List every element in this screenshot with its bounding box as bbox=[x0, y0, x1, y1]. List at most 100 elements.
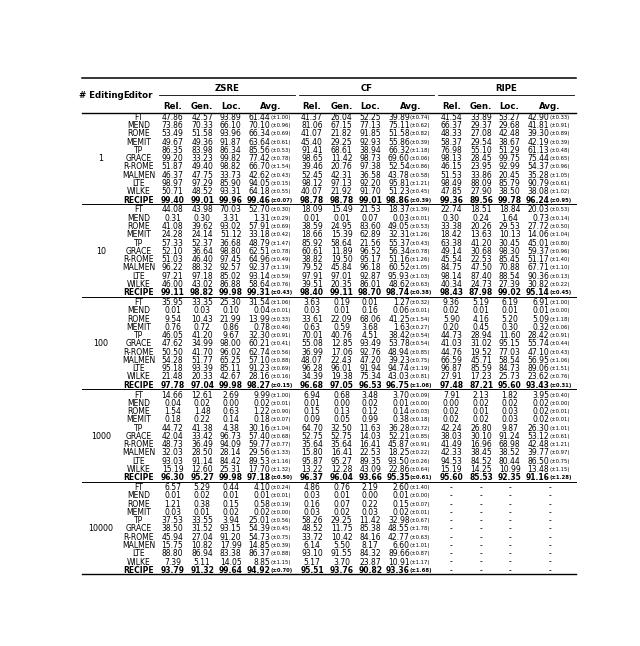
Text: Loc.: Loc. bbox=[500, 102, 520, 111]
Text: 38.52: 38.52 bbox=[499, 448, 520, 457]
Text: (±0.58): (±0.58) bbox=[410, 172, 430, 178]
Text: (±0.45): (±0.45) bbox=[410, 189, 430, 194]
Text: (±0.88): (±0.88) bbox=[270, 551, 291, 556]
Text: 52.54: 52.54 bbox=[388, 163, 410, 171]
Text: 0.30: 0.30 bbox=[194, 214, 211, 223]
Text: 85.59: 85.59 bbox=[470, 364, 492, 373]
Text: FT: FT bbox=[134, 483, 143, 492]
Text: (±0.91): (±0.91) bbox=[549, 123, 570, 128]
Text: (±1.40): (±1.40) bbox=[549, 257, 570, 262]
Text: (±0.16): (±0.16) bbox=[270, 375, 291, 379]
Text: Editor: Editor bbox=[124, 91, 153, 100]
Text: 52.75: 52.75 bbox=[331, 432, 353, 441]
Text: 3.95: 3.95 bbox=[532, 391, 549, 400]
Text: 31.54: 31.54 bbox=[248, 298, 270, 307]
Text: 52.10: 52.10 bbox=[162, 247, 183, 256]
Text: FT: FT bbox=[134, 391, 143, 400]
Text: 46.15: 46.15 bbox=[440, 163, 462, 171]
Text: (±0.49): (±0.49) bbox=[270, 257, 291, 262]
Text: 0.02: 0.02 bbox=[253, 508, 270, 517]
Text: 97.04: 97.04 bbox=[190, 380, 214, 390]
Text: 18.09: 18.09 bbox=[301, 205, 323, 214]
Text: 46.37: 46.37 bbox=[161, 171, 184, 180]
Text: 93.39: 93.39 bbox=[191, 364, 213, 373]
Text: 38.03: 38.03 bbox=[440, 432, 462, 441]
Text: 32.50: 32.50 bbox=[331, 424, 353, 433]
Text: 23.87: 23.87 bbox=[359, 557, 381, 567]
Text: (±0.75): (±0.75) bbox=[270, 535, 291, 539]
Text: (±1.04): (±1.04) bbox=[549, 232, 570, 237]
Text: 84.73: 84.73 bbox=[499, 364, 520, 373]
Text: 0.01: 0.01 bbox=[222, 492, 239, 501]
Text: 87.98: 87.98 bbox=[469, 288, 493, 297]
Text: 10.91: 10.91 bbox=[388, 557, 410, 567]
Text: 91.23: 91.23 bbox=[249, 364, 270, 373]
Text: -: - bbox=[548, 508, 551, 517]
Text: 47.86: 47.86 bbox=[162, 113, 184, 122]
Text: 0.02: 0.02 bbox=[532, 407, 549, 416]
Text: 66.34: 66.34 bbox=[248, 129, 270, 138]
Text: (±1.19): (±1.19) bbox=[270, 266, 291, 270]
Text: 0.05: 0.05 bbox=[333, 415, 350, 424]
Text: R-ROME: R-ROME bbox=[124, 533, 154, 542]
Text: 32.30: 32.30 bbox=[248, 331, 270, 340]
Text: 1000: 1000 bbox=[91, 432, 111, 441]
Text: -: - bbox=[508, 541, 511, 550]
Text: 95.81: 95.81 bbox=[388, 179, 410, 188]
Text: 41.70: 41.70 bbox=[191, 348, 213, 357]
Text: 48.33: 48.33 bbox=[440, 129, 462, 138]
Text: 38.94: 38.94 bbox=[359, 146, 381, 155]
Text: (±0.53): (±0.53) bbox=[410, 224, 430, 229]
Text: 0.59: 0.59 bbox=[333, 323, 350, 332]
Text: 42.33: 42.33 bbox=[440, 448, 462, 457]
Text: 41.37: 41.37 bbox=[301, 113, 323, 122]
Text: (±0.18): (±0.18) bbox=[410, 417, 430, 422]
Text: 24.73: 24.73 bbox=[470, 280, 492, 289]
Text: ROME: ROME bbox=[127, 407, 150, 416]
Text: 86.37: 86.37 bbox=[248, 549, 270, 558]
Text: 15.19: 15.19 bbox=[440, 465, 462, 474]
Text: 42.24: 42.24 bbox=[440, 424, 462, 433]
Text: -: - bbox=[450, 499, 452, 508]
Text: 93.66: 93.66 bbox=[358, 474, 382, 483]
Text: -: - bbox=[508, 533, 511, 542]
Text: 97.18: 97.18 bbox=[246, 474, 270, 483]
Text: 81.06: 81.06 bbox=[301, 121, 323, 130]
Text: 3.68: 3.68 bbox=[362, 323, 379, 332]
Text: (±0.67): (±0.67) bbox=[410, 518, 430, 523]
Text: 66.59: 66.59 bbox=[440, 356, 462, 365]
Text: -: - bbox=[548, 525, 551, 534]
Text: 13.63: 13.63 bbox=[470, 230, 492, 239]
Text: -: - bbox=[548, 541, 551, 550]
Text: -: - bbox=[480, 549, 483, 558]
Text: 26.30: 26.30 bbox=[527, 424, 549, 433]
Text: -: - bbox=[480, 508, 483, 517]
Text: 59.37: 59.37 bbox=[527, 247, 549, 256]
Text: 0.44: 0.44 bbox=[222, 483, 239, 492]
Text: 33.86: 33.86 bbox=[470, 171, 492, 180]
Text: 99.98: 99.98 bbox=[219, 474, 243, 483]
Text: 0.15: 0.15 bbox=[303, 407, 321, 416]
Text: 0.01: 0.01 bbox=[333, 306, 350, 315]
Text: -: - bbox=[548, 492, 551, 501]
Text: TP: TP bbox=[134, 146, 143, 155]
Text: (±0.54): (±0.54) bbox=[410, 333, 430, 338]
Text: 47.62: 47.62 bbox=[162, 339, 184, 348]
Text: 39.62: 39.62 bbox=[191, 222, 213, 231]
Text: 54.39: 54.39 bbox=[248, 525, 270, 534]
Text: TP: TP bbox=[134, 238, 143, 247]
Text: 41.08: 41.08 bbox=[162, 222, 183, 231]
Text: 67.15: 67.15 bbox=[331, 121, 353, 130]
Text: 29.54: 29.54 bbox=[470, 138, 492, 147]
Text: 58.54: 58.54 bbox=[499, 356, 520, 365]
Text: 33.55: 33.55 bbox=[191, 516, 213, 525]
Text: (±1.02): (±1.02) bbox=[549, 189, 570, 194]
Text: (±0.00): (±0.00) bbox=[549, 308, 570, 313]
Text: 85.38: 85.38 bbox=[359, 525, 381, 534]
Text: 22.43: 22.43 bbox=[331, 356, 353, 365]
Text: (±1.21): (±1.21) bbox=[549, 442, 570, 447]
Text: 1.27: 1.27 bbox=[393, 298, 410, 307]
Text: 0.02: 0.02 bbox=[443, 306, 460, 315]
Text: (±1.16): (±1.16) bbox=[270, 459, 291, 464]
Text: 4.10: 4.10 bbox=[253, 483, 270, 492]
